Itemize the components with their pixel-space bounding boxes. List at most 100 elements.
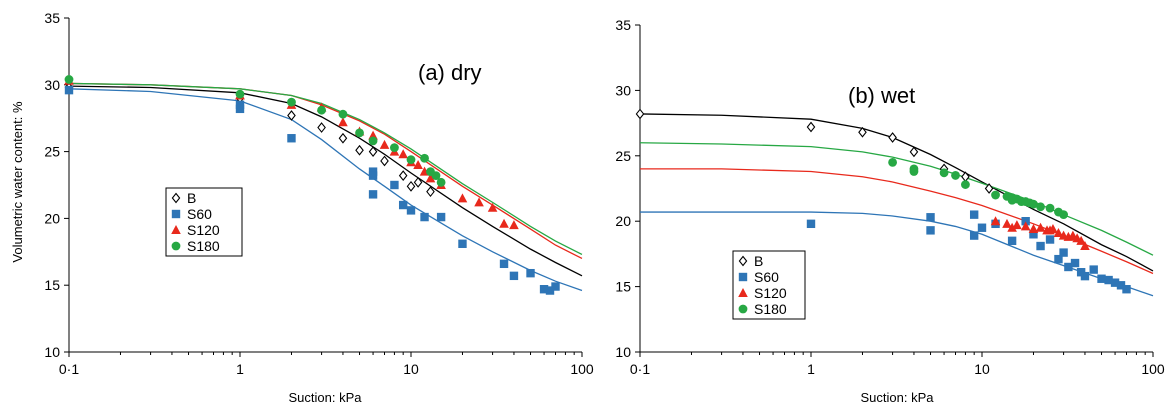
dry-point-s180 <box>406 155 416 165</box>
panel-dry-data-points <box>64 75 560 295</box>
wet-point-s60 <box>1070 258 1080 268</box>
panel-dry-x-axis-label: Suction: kPa <box>289 390 363 405</box>
dry-point-s180 <box>431 171 441 181</box>
dry-point-s60 <box>509 271 519 281</box>
wet-legend-marker-s120 <box>738 288 748 297</box>
wet-point-s120 <box>1035 222 1046 232</box>
dry-point-s60 <box>368 190 378 199</box>
dry-point-s180 <box>338 109 348 119</box>
dry-point-s180 <box>287 97 296 107</box>
wet-point-s180 <box>888 157 897 167</box>
wet-point-b <box>909 146 919 158</box>
wet-legend-label-s180: S180 <box>754 301 787 317</box>
dry-legend-marker-s60 <box>171 209 181 219</box>
wet-point-s60 <box>969 210 979 219</box>
dry-point-s180 <box>368 136 378 146</box>
wet-point-s60 <box>1116 281 1126 290</box>
panel-wet-x-axis-label: Suction: kPa <box>861 390 935 405</box>
dry-point-s180 <box>436 177 446 187</box>
wet-point-s120 <box>1028 224 1039 234</box>
wet-legend-label-b: B <box>754 253 763 269</box>
dry-point-b <box>380 155 389 167</box>
wet-point-s120 <box>990 216 1001 226</box>
wet-point-s60 <box>1104 275 1113 285</box>
dry-point-s120 <box>499 218 509 228</box>
dry-point-s60 <box>420 212 429 222</box>
wet-point-s60 <box>1007 236 1017 246</box>
dry-point-s120 <box>509 220 519 230</box>
wet-point-s180 <box>1029 199 1038 209</box>
dry-point-s60 <box>436 212 446 222</box>
dry-point-s60 <box>390 180 399 190</box>
wet-point-s60 <box>1080 271 1090 281</box>
wet-point-s60 <box>1021 217 1030 226</box>
wet-point-s120 <box>1053 227 1064 237</box>
wet-legend-label-s60: S60 <box>754 269 779 285</box>
wet-point-s60 <box>1110 278 1120 287</box>
wet-fit-curve-s120 <box>640 168 1154 275</box>
wet-fit-curve-b <box>639 113 1154 272</box>
panel-dry-axes: 10 15 20 25 30 35 0·1 1 10 100 <box>44 10 593 377</box>
wet-point-b <box>635 108 645 120</box>
dry-point-s180 <box>420 153 429 163</box>
wet-y-tick-label: 35 <box>615 17 631 33</box>
dry-y-tick-label: 20 <box>44 210 60 226</box>
wet-point-s120 <box>1076 235 1086 245</box>
wet-point-s180 <box>961 180 970 189</box>
wet-point-s120 <box>1080 241 1090 251</box>
wet-x-tick-label: 1 <box>807 361 815 377</box>
dry-y-tick-label: 10 <box>44 344 60 360</box>
dry-y-tick-label: 25 <box>44 144 60 160</box>
dry-point-b <box>398 170 408 182</box>
dry-point-b <box>338 132 348 144</box>
wet-point-s120 <box>1007 222 1017 232</box>
dry-point-s60 <box>368 171 378 180</box>
panel-wet-title: (b) wet <box>848 83 915 108</box>
wet-point-s60 <box>1036 241 1045 251</box>
wet-y-tick-label: 20 <box>615 213 631 229</box>
wet-point-s60 <box>926 213 935 222</box>
dry-point-s60 <box>458 239 467 248</box>
dry-x-tick-label: 10 <box>403 361 419 377</box>
dry-legend-marker-s180 <box>171 241 181 251</box>
dry-x-tick-label: 0·1 <box>59 361 79 377</box>
wet-point-s60 <box>969 231 979 240</box>
dry-point-s180 <box>235 89 245 99</box>
wet-x-tick-label: 100 <box>1141 361 1165 377</box>
dry-legend-marker-s120 <box>171 225 181 234</box>
dry-point-s60 <box>539 285 549 294</box>
wet-x-tick-label: 10 <box>974 361 990 377</box>
panel-dry-y-axis-label: Volumetric water content: % <box>10 101 25 263</box>
dry-point-s60 <box>406 206 416 215</box>
panel-wet-data-points <box>635 108 1131 294</box>
wet-point-b <box>888 132 897 143</box>
dry-fit-curve-s180 <box>68 82 583 256</box>
dry-legend-label-s120: S120 <box>187 222 220 238</box>
dry-point-s60 <box>499 259 509 269</box>
wet-point-s60 <box>1045 235 1055 244</box>
wet-point-s60 <box>1029 230 1038 239</box>
panel-wet: 10 15 20 25 30 35 0·1 1 10 100 (b) wet Suction: k… <box>615 17 1164 405</box>
wet-point-b <box>806 121 816 133</box>
wet-x-tick-label: 0·1 <box>630 361 650 377</box>
dry-point-s120 <box>487 202 498 212</box>
dry-point-b <box>406 180 416 192</box>
wet-point-s60 <box>1059 248 1068 257</box>
wet-point-s60 <box>977 223 987 232</box>
panel-dry: 10 15 20 25 30 35 0·1 1 10 100 (a) dry Suction: k… <box>10 10 594 405</box>
dry-point-s60 <box>287 134 296 143</box>
dry-point-s120 <box>338 117 348 127</box>
wet-point-s120 <box>1020 221 1031 231</box>
dry-legend-marker-b <box>171 192 181 204</box>
dry-point-s60 <box>526 268 535 278</box>
wet-point-s180 <box>1036 202 1045 212</box>
dry-x-tick-label: 100 <box>570 361 594 377</box>
dry-point-s60 <box>398 200 408 210</box>
wet-point-s60 <box>926 226 935 235</box>
dry-point-s120 <box>379 139 390 149</box>
dry-point-s120 <box>474 197 484 207</box>
wet-point-s120 <box>1002 218 1012 228</box>
dry-point-s60 <box>551 282 560 291</box>
